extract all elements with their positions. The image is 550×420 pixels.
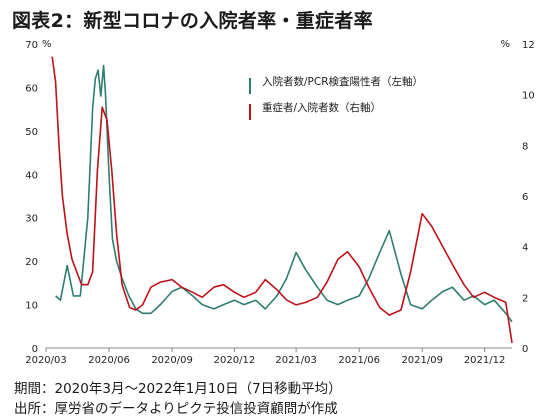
y-right-unit-label: % <box>500 39 510 50</box>
legend-label: 入院者数/PCR検査陽性者（左軸） <box>262 75 423 88</box>
y-right-tick-label: 4 <box>522 243 528 254</box>
y-right-tick-label: 12 <box>522 40 535 51</box>
series-line-severe-ratio <box>51 56 513 344</box>
y-left-tick-label: 30 <box>25 214 38 225</box>
series-line-hospitalization-ratio <box>55 64 513 323</box>
legend-label: 重症者/入院者数（右軸） <box>262 101 381 114</box>
y-right-tick-label: 2 <box>522 293 528 304</box>
y-right-tick-label: 6 <box>522 192 528 203</box>
y-left-unit-label: % <box>42 39 52 50</box>
y-right-tick-label: 0 <box>522 344 528 355</box>
x-tick-label: 2020/12 <box>214 355 256 366</box>
y-left-tick-label: 10 <box>25 301 38 312</box>
x-tick-label: 2020/09 <box>151 355 193 366</box>
y-left-tick-label: 40 <box>25 170 38 181</box>
series-lines <box>51 56 513 344</box>
x-tick-label: 2020/03 <box>25 355 67 366</box>
x-tick-label: 2021/06 <box>338 355 380 366</box>
period-note: 期間：2020年3月～2022年1月10日（7日移動平均） <box>14 381 342 397</box>
y-left-tick-label: 50 <box>25 127 38 138</box>
source-note: 出所：厚労省のデータよりピクテ投信投資顧問が作成 <box>14 401 338 417</box>
y-left-tick-label: 60 <box>25 83 38 94</box>
x-tick-label: 2021/03 <box>275 355 317 366</box>
x-tick-label: 2021/12 <box>464 355 506 366</box>
axes: 0 10 20 30 40 50 60 70 % 0 2 4 6 8 10 12% 2020/03 2020/06… <box>25 39 535 366</box>
y-left-tick-label: 70 <box>25 40 38 51</box>
y-left-tick-label: 0 <box>32 344 38 355</box>
legend: 入院者数/PCR検査陽性者（左軸） 重症者/入院者数（右軸） <box>249 75 423 120</box>
x-tick-label: 2021/09 <box>401 355 443 366</box>
chart-title: 図表2：新型コロナの入院者率・重症者率 <box>12 10 373 32</box>
y-right-tick-label: 10 <box>522 91 535 102</box>
y-left-tick-label: 20 <box>25 257 38 268</box>
x-tick-label: 2020/06 <box>88 355 130 366</box>
y-right-tick-label: 8 <box>522 141 528 152</box>
